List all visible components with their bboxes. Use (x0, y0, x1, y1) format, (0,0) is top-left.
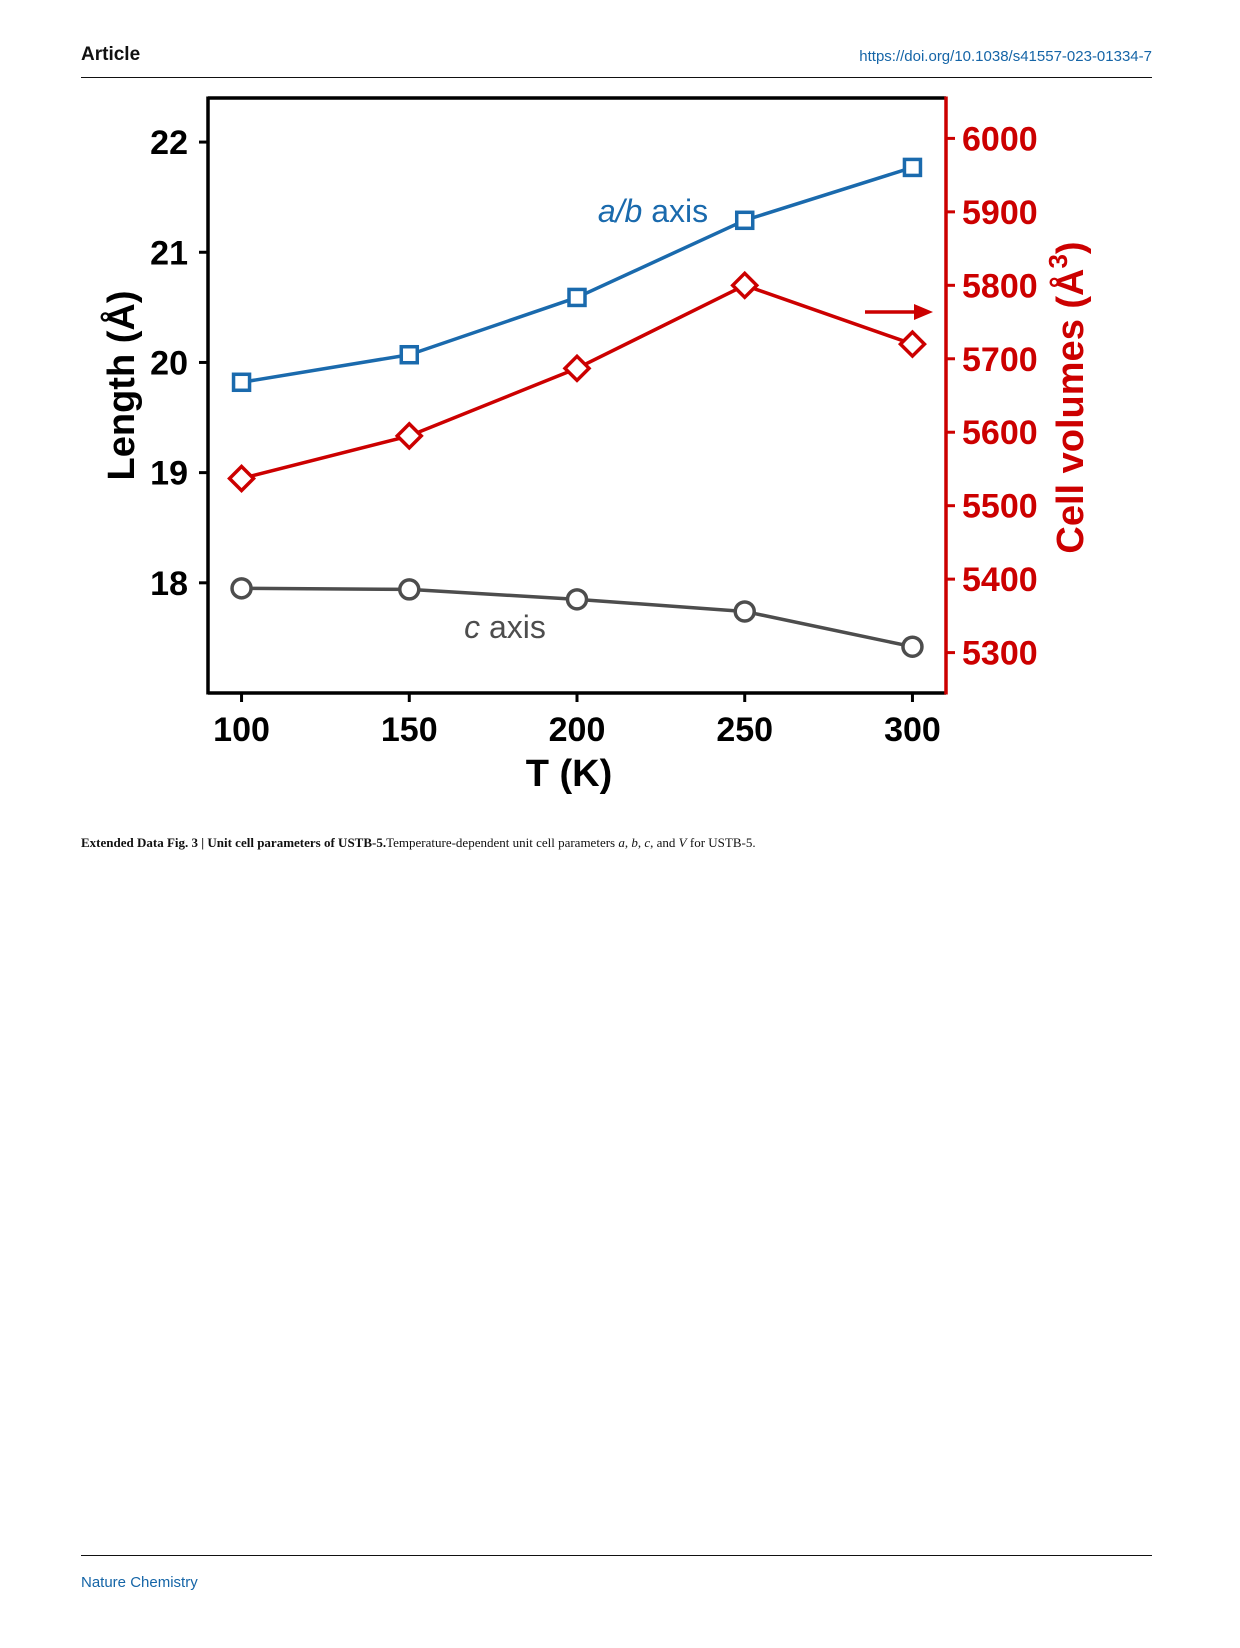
right-axis-arrow-head (914, 304, 933, 320)
data-point-circle (733, 600, 756, 623)
data-point-square (902, 157, 923, 178)
doi-link[interactable]: https://doi.org/10.1038/s41557-023-01334… (859, 48, 1152, 65)
x-tick-label: 100 (213, 711, 270, 749)
figure-caption: Extended Data Fig. 3 | Unit cell paramet… (81, 835, 1152, 851)
data-point-square (231, 372, 252, 393)
data-point-circle (230, 577, 253, 600)
y2-tick-label: 5700 (962, 341, 1038, 379)
y2-tick-label: 5800 (962, 267, 1038, 305)
y-tick-label: 20 (150, 344, 188, 382)
unit-cell-chart: 100 150 200 250 300 18 19 20 21 22 5300 5400 5500 560… (99, 96, 1092, 795)
header-divider (81, 77, 1152, 78)
caption-text: Temperature-dependent unit cell paramete… (386, 835, 619, 850)
y2-axis-label-close: ) (1050, 241, 1092, 254)
y2-axis-label-superscript: 3 (1043, 254, 1073, 268)
caption-sep: , and (650, 835, 679, 850)
data-point-diamond (897, 329, 927, 359)
header-section-label: Article (81, 44, 141, 65)
data-point-square (567, 287, 587, 308)
footer-divider (81, 1555, 1152, 1556)
series-annotation-text: axis (480, 609, 546, 645)
series-line (241, 165, 913, 385)
y2-axis-label-main: Cell volumes (Å (1048, 269, 1092, 554)
series-annotation-italic: c (464, 609, 480, 645)
series-annotation: c axis (464, 609, 546, 645)
y-axis-label: Length (Å) (99, 291, 143, 481)
x-tick-label: 300 (884, 711, 941, 749)
y2-tick-label: 5300 (962, 635, 1038, 673)
data-point-circle (901, 635, 924, 658)
y2-tick-label: 5400 (962, 561, 1038, 599)
series-annotation-text: axis (642, 193, 708, 229)
series-annotation: a/b axis (598, 193, 708, 229)
caption-text-end: for USTB-5. (686, 835, 756, 850)
data-point-circle (565, 588, 589, 611)
x-axis-label: T (K) (526, 753, 613, 795)
y2-tick-label: 5600 (962, 414, 1038, 452)
footer-journal-name: Nature Chemistry (81, 1574, 198, 1591)
series-annotation-italic: a/b (598, 193, 642, 229)
data-point-square (734, 210, 755, 231)
caption-param-a: a (618, 835, 625, 850)
caption-sep: , (624, 835, 632, 850)
y-tick-label: 19 (150, 455, 188, 493)
caption-param-b: b (631, 835, 638, 850)
data-point-diamond (562, 353, 592, 383)
caption-label: Extended Data Fig. 3 | (81, 835, 205, 850)
x-tick-label: 150 (381, 711, 438, 749)
caption-sep: , (637, 835, 645, 850)
data-point-diamond (394, 421, 424, 451)
data-point-diamond (227, 464, 257, 493)
y-tick-label: 21 (150, 234, 188, 272)
y-tick-label: 22 (150, 124, 188, 162)
caption-param-v: V (678, 835, 687, 850)
y2-tick-label: 6000 (962, 120, 1038, 158)
data-point-diamond (730, 270, 760, 300)
data-point-circle (398, 578, 421, 601)
x-tick-label: 250 (716, 711, 773, 749)
x-tick-label: 200 (549, 711, 606, 749)
y2-axis-label: Cell volumes (Å3) (1043, 241, 1092, 553)
caption-param-c: c (644, 835, 651, 850)
data-point-square (399, 344, 420, 365)
y-tick-label: 18 (150, 565, 188, 603)
y2-tick-label: 5500 (962, 488, 1038, 526)
y2-tick-label: 5900 (962, 194, 1038, 232)
caption-title: Unit cell parameters of USTB-5. (207, 835, 387, 850)
